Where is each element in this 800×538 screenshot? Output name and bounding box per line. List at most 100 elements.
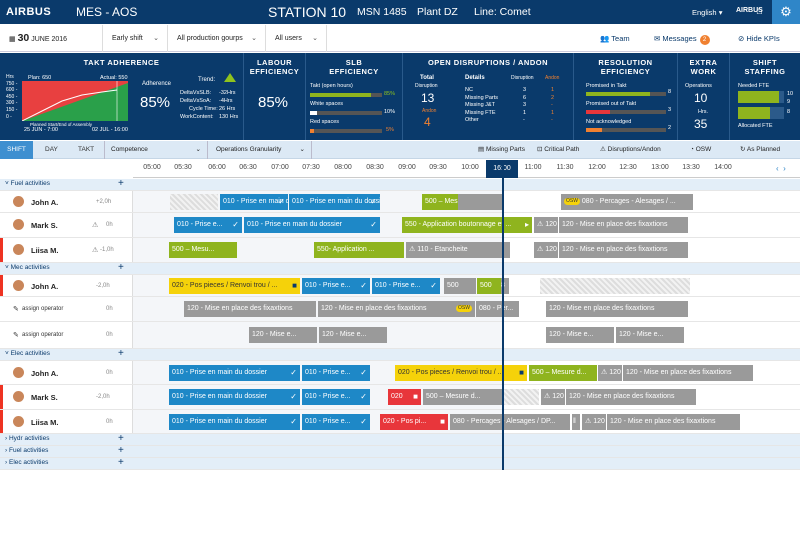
person-delta: 0h: [106, 332, 113, 338]
tab-day[interactable]: DAY: [45, 146, 58, 153]
osw-block[interactable]: [170, 194, 218, 210]
task-block[interactable]: 120 - Mise en place des fixaxtions: [559, 217, 688, 233]
task-block[interactable]: 120 - Mise en place des fixaxtions: [566, 389, 696, 405]
task-block[interactable]: 120 - Mise en place des fixaxtions OSW: [318, 301, 475, 317]
task-block[interactable]: ⚠ 110 - Etancheite: [406, 242, 510, 258]
task-block[interactable]: 500 – Mesure d...: [529, 365, 597, 381]
task-block[interactable]: 010 - Prise en main du dossier✓: [169, 389, 300, 405]
osw-block[interactable]: [503, 389, 539, 405]
task-block[interactable]: 120 - Mise en place des fixaxtions: [559, 242, 688, 258]
slb-row2-track: [310, 111, 382, 115]
team-button[interactable]: 👥 Team: [600, 34, 630, 43]
labour-value: 85%: [258, 94, 289, 111]
task-block[interactable]: 500: [477, 278, 501, 294]
section-fuel[interactable]: ˅ Fuel activities +: [0, 178, 800, 191]
staffing-panel: SHIFT STAFFING Needed FTE 10 9 8 Allocate…: [730, 53, 800, 140]
task-block[interactable]: 010 - Prise en main du dossier✓: [289, 194, 380, 210]
slb-row1-track: [310, 93, 382, 97]
task-block[interactable]: OSW 080 - Percages - Alesages / ...: [561, 194, 693, 210]
granularity-select[interactable]: Operations Granularity ⌄: [207, 141, 312, 159]
add-icon[interactable]: +: [118, 457, 124, 468]
assign-operator-link[interactable]: assign operator: [22, 306, 64, 312]
task-block[interactable]: 080 - Percages - Alesages / DP...: [450, 414, 570, 430]
task-block[interactable]: 010 - Prise e... ✓: [372, 278, 440, 294]
task-block[interactable]: ⚠ 120: [534, 242, 558, 258]
res-row1-fill: [586, 92, 650, 96]
tab-takt[interactable]: TAKT: [78, 146, 95, 153]
assign-operator-link[interactable]: assign operator: [22, 332, 64, 338]
task-block[interactable]: 550 - Application boutonnage et ... ▸: [402, 217, 532, 233]
task-block[interactable]: 010 - Prise en main du dossier✓: [169, 414, 300, 430]
task-block[interactable]: 120 - Mise e...: [319, 327, 387, 343]
task-block[interactable]: ⚠ 120: [541, 389, 565, 405]
osw-toggle[interactable]: ◔ OSW: [690, 146, 712, 153]
messages-button[interactable]: ✉ Messages 2: [654, 34, 710, 45]
add-icon[interactable]: +: [118, 178, 124, 189]
section-hydr[interactable]: › Hydr activities +: [0, 433, 800, 446]
task-block[interactable]: 010 - Prise e... ✓: [302, 414, 370, 430]
production-select[interactable]: All production gourps ⌄: [168, 25, 266, 52]
disruptions-toggle[interactable]: ⚠ Disruptions/Andon: [600, 146, 661, 153]
missing-parts-toggle[interactable]: ▤ Missing Parts: [478, 146, 525, 153]
task-block[interactable]: 120 - Mise e...: [546, 327, 614, 343]
extra-work-panel: EXTRA WORK Operations 10 Hrs. 35: [678, 53, 730, 140]
pause-block[interactable]: ‖: [572, 414, 580, 430]
task-block[interactable]: 120 - Mise en place des fixaxtions: [546, 301, 688, 317]
task-block[interactable]: 500 – Mesure d...: [423, 389, 503, 405]
task-block[interactable]: 550- Application ...: [314, 242, 404, 258]
section-fuel-2[interactable]: › Fuel activities +: [0, 445, 800, 458]
task-block[interactable]: 020 - Pos pieces / Renvoi trou / ... ■: [169, 278, 300, 294]
task-block[interactable]: 500: [444, 278, 476, 294]
person-row: Mark S. ⚠ 0h 010 - Prise e... ✓ 010 - Prise…: [0, 213, 800, 238]
date-picker[interactable]: ▦ 30 JUNE 2016: [0, 25, 103, 52]
task-block[interactable]: 020 ■: [388, 389, 421, 405]
language-select[interactable]: English ▾: [692, 8, 723, 17]
task-block[interactable]: 120 - Mise en place des fixaxtions: [623, 365, 753, 381]
pencil-icon[interactable]: ✎: [13, 306, 19, 313]
task-block[interactable]: 010 - Prise e... ✓: [302, 365, 370, 381]
task-block[interactable]: 120 - Mise e...: [616, 327, 684, 343]
add-icon[interactable]: +: [118, 445, 124, 456]
task-block[interactable]: 120 - Mise e...: [249, 327, 317, 343]
section-elec-2[interactable]: › Elec activities +: [0, 457, 800, 470]
task-block[interactable]: 010 - Prise e... ✓: [302, 278, 370, 294]
time-axis: 05:00 05:30 06:00 06:30 07:00 07:30 08:0…: [133, 160, 800, 178]
add-icon[interactable]: +: [118, 262, 124, 273]
task-block[interactable]: 010 - Prise en main du dossier✓: [169, 365, 300, 381]
allocated-label: Allocated FTE: [738, 123, 773, 129]
task-block[interactable]: [458, 194, 502, 210]
task-block[interactable]: ⚠ 120: [598, 365, 622, 381]
section-mec[interactable]: ˅ Mec activities +: [0, 262, 800, 275]
users-select[interactable]: All users ⌄: [266, 25, 327, 52]
task-block[interactable]: 120 - Mise en place des fixaxtions: [184, 301, 316, 317]
task-block[interactable]: 020 - Pos pi... ■: [380, 414, 448, 430]
task-block[interactable]: 500 – Mesu...: [169, 242, 237, 258]
task-block[interactable]: 020 - Pos pieces / Renvoi trou / ... ■: [395, 365, 527, 381]
hide-kpis-button[interactable]: ⊘ Hide KPIs: [738, 34, 780, 43]
shift-select[interactable]: Early shift ⌄: [103, 25, 168, 52]
as-planned-toggle[interactable]: ↻ As Planned: [740, 146, 781, 153]
add-icon[interactable]: +: [118, 348, 124, 359]
task-block[interactable]: 010 - Prise e... ✓: [302, 389, 370, 405]
gear-icon[interactable]: ⚙: [772, 0, 800, 24]
task-block[interactable]: 010 - Prise en main du dossier✓: [220, 194, 288, 210]
task-block[interactable]: 010 - Prise e... ✓: [174, 217, 242, 233]
task-block[interactable]: 080 - Per...: [476, 301, 519, 317]
tab-shift[interactable]: SHIFT: [0, 141, 33, 159]
add-icon[interactable]: +: [118, 433, 124, 444]
osw-block[interactable]: [540, 278, 690, 294]
home-icon[interactable]: ⌂: [756, 5, 763, 17]
task-block[interactable]: 120 - Mise en place des fixaxtions: [607, 414, 740, 430]
competence-select[interactable]: Competence ⌄: [104, 141, 207, 159]
critical-path-toggle[interactable]: ⊡ Critical Path: [537, 146, 580, 153]
task-block[interactable]: ⚠ 120: [534, 217, 558, 233]
section-elec[interactable]: ˅ Elec activities +: [0, 348, 800, 361]
timeline-nav[interactable]: ‹ ›: [776, 164, 786, 173]
view-tab-bar: SHIFT DAY TAKT Competence ⌄ Operations Gr…: [0, 141, 800, 159]
task-block[interactable]: ⚠ 120: [582, 414, 606, 430]
person-delta: 0h: [106, 222, 113, 228]
task-block[interactable]: 010 - Prise en main du dossier✓: [244, 217, 380, 233]
slb-row2-value: 10%: [384, 109, 396, 115]
pencil-icon[interactable]: ✎: [13, 332, 19, 339]
total-label: Total: [420, 75, 434, 81]
